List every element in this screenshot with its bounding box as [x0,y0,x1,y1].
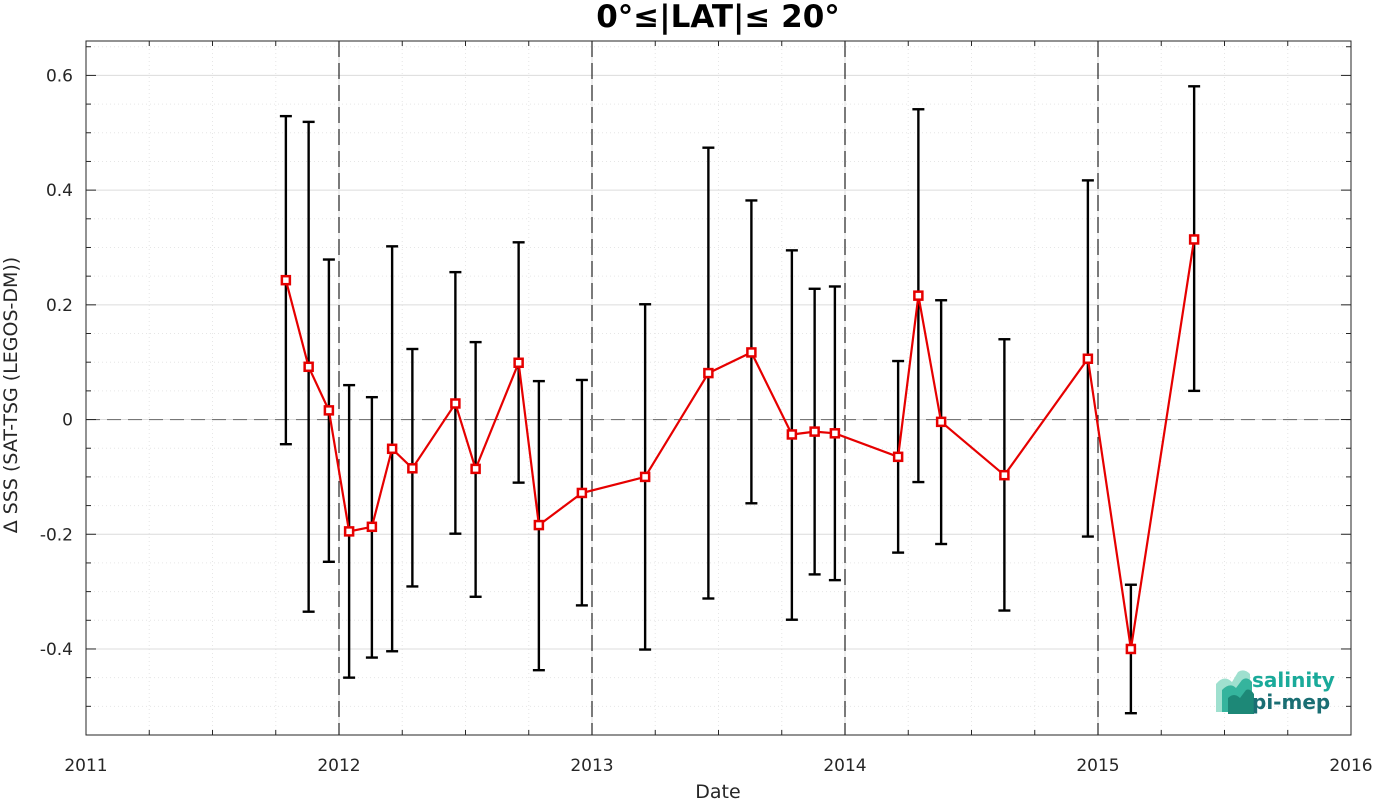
data-point [513,357,524,369]
x-tick-label: 2016 [1329,756,1372,776]
x-tick-label: 2012 [317,756,360,776]
chart-title: 0°≤|LAT|≤ 20° [596,0,840,35]
x-tick-labels: 2011 2012 2013 2014 2015 2016 [64,756,1372,776]
year-boundaries [338,41,1099,735]
data-point [746,347,757,358]
series-line [284,239,1196,650]
data-point [450,398,461,409]
x-tick-label: 2013 [570,756,613,776]
x-tick-label: 2015 [1076,756,1119,776]
data-point [829,428,841,439]
data-point [323,405,335,416]
y-tick-label: -0.4 [40,640,73,660]
data-point [892,451,904,463]
data-point [470,463,481,475]
y-axis-label: Δ SSS (SAT-TSG (LEGOS-DM)) [0,257,22,533]
data-point [303,361,314,373]
logo-line-1: salinity [1252,668,1335,692]
data-point [935,416,947,428]
data-point [533,519,545,531]
data-markers [280,234,1200,655]
error-bars [279,85,1201,715]
data-point [280,274,292,286]
data-point [639,471,651,483]
data-point [343,526,355,537]
data-point [366,521,378,533]
grid [85,41,1352,736]
axis-ticks [85,41,1352,735]
data-point [999,469,1010,481]
y-tick-label: 0.2 [46,296,73,316]
y-tick-labels: -0.4 -0.2 0 0.2 0.4 0.6 [40,66,73,660]
salinity-pi-mep-logo: salinity pi-mep [1216,668,1335,714]
logo-wave-front-icon [1228,689,1254,714]
x-tick-label: 2014 [823,756,866,776]
data-point [386,443,398,455]
data-point [1125,643,1137,655]
data-point [576,487,588,499]
x-tick-label: 2011 [64,756,107,776]
y-tick-label: -0.2 [40,525,73,545]
data-point [407,463,418,474]
x-axis-label: Date [695,781,740,801]
logo-line-2: pi-mep [1252,690,1330,714]
data-point [809,426,820,437]
data-point [786,429,798,440]
data-point [703,367,714,379]
y-tick-label: 0.6 [46,66,73,86]
data-point [1188,234,1200,245]
y-tick-label: 0.4 [46,181,73,201]
data-point [1082,353,1094,364]
data-point [913,290,924,301]
y-tick-label: 0 [62,411,73,431]
